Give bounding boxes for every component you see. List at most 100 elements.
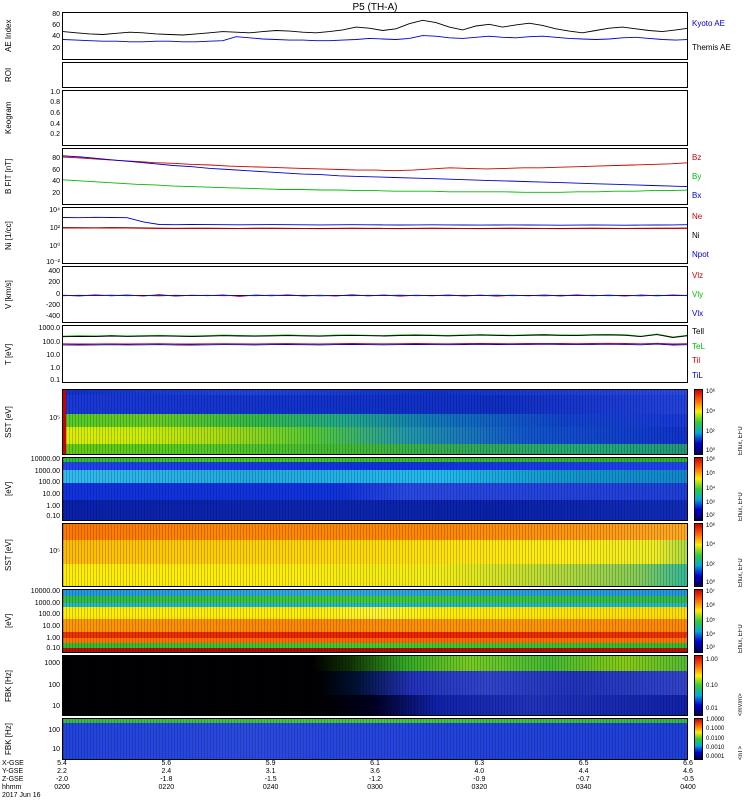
esa-electron-spec-colorbar-tick-label: 10⁵ bbox=[706, 471, 716, 478]
velocity-legend-Vly: Vly bbox=[692, 289, 704, 299]
x-tick-value: 0340 bbox=[575, 784, 592, 791]
esa-ion-spec-colorbar-tick-label: 10³ bbox=[706, 644, 715, 651]
esa-electron-spec-y-tick-label: 100.00 bbox=[38, 479, 60, 487]
fbk-b-spec-y-tick-label: 100 bbox=[48, 726, 60, 734]
b-fit-axis-label: B FIT [nT] bbox=[4, 158, 13, 195]
fbk-e-spec-spectrogram-band bbox=[63, 656, 687, 672]
esa-electron-spec-y-tick-label: 0.10 bbox=[46, 513, 60, 521]
ae-index-y-tick-label: 20 bbox=[52, 44, 60, 52]
fbk-e-spec-colorbar-tick-label: 0.01 bbox=[706, 705, 718, 712]
esa-ion-spec-axis-label: [eV] bbox=[4, 613, 13, 629]
x-tick-value: 2.2 bbox=[57, 768, 67, 775]
velocity-plot-area bbox=[62, 266, 688, 323]
fbk-b-spec-axis-label: FBK [Hz] bbox=[4, 723, 13, 756]
fbk-e-spec-colorbar-title: <mV/m> bbox=[738, 693, 744, 716]
x-tick-value: 6.1 bbox=[370, 760, 380, 767]
esa-electron-spec-colorbar bbox=[694, 457, 703, 521]
fbk-b-spec-spectrogram-band bbox=[63, 719, 687, 723]
ae-index-y-tick-label: 80 bbox=[52, 10, 60, 18]
b-fit-y-tick-label: 20 bbox=[52, 189, 60, 197]
panel-esa-electron-spec: [eV] 10000.00 1000.00 100.00 10.00 1.00 0.10 10… bbox=[0, 456, 750, 521]
sst-electron-spec-colorbar-tick-label: 10⁶ bbox=[706, 389, 716, 396]
panel-keogram: Keogram 1.0 0.8 0.6 0.4 0.2 bbox=[0, 88, 750, 146]
fbk-e-spec-colorbar bbox=[694, 655, 703, 716]
keogram-plot-area bbox=[62, 90, 688, 146]
esa-electron-spec-colorbar-title: Eflux, EFU bbox=[738, 492, 744, 521]
esa-electron-spec-y-tick-label: 10000.00 bbox=[30, 456, 60, 464]
esa-ion-spec-plot-area bbox=[62, 589, 688, 653]
sst-ion-spec-colorbar-tick-label: 10⁶ bbox=[706, 523, 716, 530]
b-fit-legend-Bz: Bz bbox=[692, 152, 702, 162]
density-y-tick-label: 10⁴ bbox=[49, 207, 60, 215]
fbk-e-spec-spectrogram-band bbox=[63, 671, 687, 695]
b-fit-legend-Bx: Bx bbox=[692, 190, 702, 200]
x-row-label-Z-GSE: Z-GSE bbox=[2, 776, 24, 783]
ae-index-legend-Kyoto AE: Kyoto AE bbox=[692, 19, 725, 28]
temperature-plot-area bbox=[62, 325, 688, 383]
esa-ion-spec-colorbar-tick-label: 10⁵ bbox=[706, 618, 716, 624]
x-tick-value: 0200 bbox=[54, 784, 70, 791]
fbk-b-spec-noise-overlay bbox=[63, 719, 687, 759]
x-tick-value: -1.5 bbox=[264, 776, 277, 783]
panel-roi: ROI bbox=[0, 62, 750, 88]
x-row-label-Y-GSE: Y-GSE bbox=[2, 768, 24, 775]
esa-ion-spec-spectrogram-band bbox=[63, 606, 687, 620]
esa-ion-spec-colorbar bbox=[694, 589, 703, 653]
keogram-y-tick-label: 0.2 bbox=[50, 131, 60, 139]
fbk-e-spec-y-tick-label: 10 bbox=[52, 702, 60, 710]
sst-electron-spec-colorbar-tick-label: 10⁰ bbox=[706, 447, 716, 454]
temperature-y-tick-label: 1.0 bbox=[50, 365, 60, 373]
esa-ion-spec-colorbar-tick-label: 10⁷ bbox=[706, 589, 715, 596]
keogram-y-tick-label: 1.0 bbox=[50, 88, 60, 96]
sst-electron-spec-colorbar-tick-label: 10⁴ bbox=[706, 409, 716, 416]
density-y-tick-label: 10⁻² bbox=[46, 258, 60, 266]
x-tick-value: -1.2 bbox=[368, 776, 382, 783]
esa-ion-spec-spectrogram-band bbox=[63, 590, 687, 596]
esa-ion-spec-spectrogram-band bbox=[63, 603, 687, 607]
esa-electron-spec-spectrogram-band bbox=[63, 462, 687, 470]
panel-esa-ion-spec: [eV] 10000.00 1000.00 100.00 10.00 1.00 0.10 10… bbox=[0, 588, 750, 653]
esa-ion-spec-y-tick-label: 10000.00 bbox=[30, 588, 60, 596]
sst-electron-spec-y-tick-label: 10⁵ bbox=[49, 414, 60, 422]
x-tick-value: -2.0 bbox=[55, 776, 69, 783]
x-tick-value: 3.1 bbox=[265, 768, 276, 775]
esa-ion-spec-spectrogram-band bbox=[63, 595, 687, 604]
sst-ion-spec-colorbar-tick-label: 10⁴ bbox=[706, 542, 716, 549]
density-legend-Npot: Npot bbox=[692, 249, 709, 259]
temperature-y-tick-label: 0.1 bbox=[50, 376, 60, 384]
fbk-e-spec-y-tick-label: 100 bbox=[48, 681, 60, 689]
sst-ion-spec-spectrogram-band bbox=[63, 524, 687, 541]
x-tick-value: 4.4 bbox=[578, 768, 589, 775]
x-tick-value: -1.8 bbox=[160, 776, 173, 783]
x-tick-value: 0320 bbox=[471, 784, 488, 791]
sst-ion-spec-plot-area bbox=[62, 523, 688, 587]
esa-ion-spec-y-tick-label: 100.00 bbox=[38, 611, 60, 619]
esa-ion-spec-spectrogram-band bbox=[63, 647, 687, 652]
ae-index-y-tick-label: 60 bbox=[52, 22, 60, 30]
fbk-b-spec-plot-area bbox=[62, 718, 688, 760]
panel-b-fit: B FIT [nT] 80 60 40 20 Bz By Bx bbox=[0, 148, 750, 205]
b-fit-y-tick-label: 80 bbox=[52, 155, 60, 163]
sst-ion-spec-spectrogram-band bbox=[63, 540, 687, 564]
sst-electron-spec-colorbar-tick-label: 10² bbox=[706, 428, 715, 435]
panel-fbk-e-spec: FBK [Hz] 1000 100 10 1.00 0.10 0.01 <mV/m> bbox=[0, 655, 750, 716]
sst-ion-spec-axis-label: SST [eV] bbox=[4, 539, 13, 571]
ae-index-lines bbox=[63, 19, 687, 43]
sst-electron-spec-plot-area bbox=[62, 389, 688, 455]
ae-index-legend-Themis AE: Themis AE bbox=[692, 43, 731, 52]
sst-electron-spec-left-edge-marker bbox=[63, 390, 66, 454]
sst-ion-spec-colorbar-tick-label: 10⁰ bbox=[706, 579, 716, 586]
ae-index-plot-area bbox=[62, 12, 688, 60]
esa-electron-spec-noise-overlay bbox=[63, 458, 687, 520]
temperature-legend-TeL: TeL bbox=[692, 341, 705, 351]
esa-electron-spec-spectrogram-band bbox=[63, 458, 687, 463]
esa-electron-spec-axis-label: [eV] bbox=[4, 481, 13, 497]
ae-index-y-tick-label: 40 bbox=[52, 33, 60, 41]
fbk-e-spec-axis-label: FBK [Hz] bbox=[4, 669, 13, 702]
x-tick-value: 5.4 bbox=[57, 760, 67, 767]
x-tick-value: 6.6 bbox=[683, 760, 693, 767]
esa-ion-spec-y-tick-label: 0.10 bbox=[46, 645, 60, 653]
esa-electron-spec-y-tick-label: 1000.00 bbox=[34, 467, 60, 475]
x-tick-value: 0240 bbox=[262, 784, 279, 791]
x-tick-value: 6.3 bbox=[474, 760, 485, 767]
